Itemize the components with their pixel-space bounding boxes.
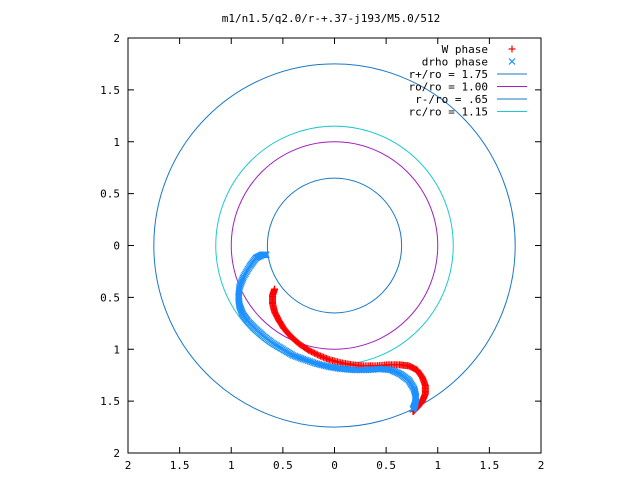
y-tick-label: 0.5 <box>100 291 120 304</box>
x-tick-label: 0 <box>331 459 338 472</box>
y-tick-label: 1.5 <box>100 395 120 408</box>
x-tick-label: 1.5 <box>479 459 499 472</box>
w-phase-point <box>312 350 320 358</box>
y-tick-label: 1 <box>113 136 120 149</box>
drho-phase-point <box>409 406 417 413</box>
y-tick-label: 2 <box>113 32 120 45</box>
w-phase-point <box>508 45 516 53</box>
x-tick-label: 1.5 <box>170 459 190 472</box>
legend-label: rc/ro = 1.15 <box>409 106 488 119</box>
w-phase-point <box>311 349 319 357</box>
circle-r-1_15 <box>215 125 454 366</box>
drho-phase-point <box>508 58 516 65</box>
y-tick-label: 2 <box>113 447 120 460</box>
drho-phase-series <box>235 251 420 413</box>
axis-ticks: 2 1.5 1 0.5 0 0.5 1 1.5 221.510.500.511.52 <box>100 32 544 472</box>
x-tick-label: 0.5 <box>273 459 293 472</box>
y-tick-label: 1.5 <box>100 84 120 97</box>
x-tick-label: 1 <box>434 459 441 472</box>
y-tick-label: 1 <box>113 343 120 356</box>
y-tick-label: 0.5 <box>100 188 120 201</box>
legend-label: r-/ro = .65 <box>415 93 488 106</box>
x-tick-label: 2 <box>538 459 545 472</box>
legend-label: ro/ro = 1.00 <box>409 81 488 94</box>
w-phase-point <box>309 349 317 357</box>
data-points <box>235 251 429 415</box>
reference-circles <box>153 63 516 428</box>
circle-r-1 <box>230 141 439 350</box>
y-tick-label: 0 <box>113 240 120 253</box>
circle-r-1_75 <box>153 63 516 428</box>
legend-label: r+/ro = 1.75 <box>409 68 488 81</box>
chart-title: m1/n1.5/q2.0/r-+.37-j193/M5.0/512 <box>222 12 441 25</box>
circle-r-0_65 <box>266 177 403 314</box>
legend-label: W phase <box>442 43 488 56</box>
w-phase-series <box>269 285 429 415</box>
x-tick-label: 2 <box>125 459 132 472</box>
legend-label: drho phase <box>422 56 488 69</box>
w-phase-point <box>314 351 322 359</box>
w-phase-point <box>308 348 316 356</box>
w-phase-point <box>306 347 314 355</box>
w-phase-point <box>305 346 313 354</box>
x-tick-label: 1 <box>228 459 235 472</box>
x-tick-label: 0.5 <box>376 459 396 472</box>
